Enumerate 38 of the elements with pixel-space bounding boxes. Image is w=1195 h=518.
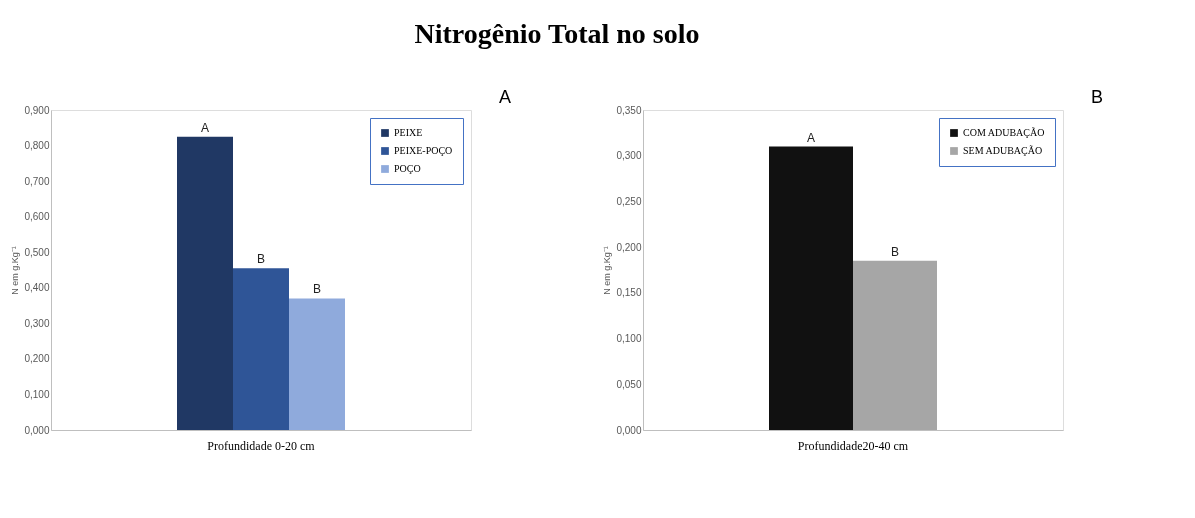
data-label: B — [890, 244, 900, 259]
y-tick-label: 0,600 — [24, 211, 50, 223]
y-tick-label: 0,100 — [616, 333, 642, 345]
y-tick-label: 0,250 — [616, 195, 642, 207]
legend-label: PEIXE-POÇO — [394, 145, 453, 156]
y-axis-title: N em g.Kg⁻¹ — [10, 246, 21, 295]
y-tick-label: 0,100 — [24, 388, 50, 400]
bar — [233, 268, 289, 430]
x-tick-label: Profundidade20-40 cm — [797, 438, 909, 453]
x-tick-label: Profundidade 0-20 cm — [207, 438, 316, 453]
y-tick-label: 0,200 — [24, 353, 50, 365]
bar — [289, 298, 345, 430]
y-tick-label: 0,900 — [24, 104, 50, 116]
y-tick-label: 0,000 — [616, 424, 642, 436]
y-tick-label: 0,400 — [24, 282, 50, 294]
legend-label: COM ADUBAÇÃO — [963, 127, 1045, 138]
y-axis-title: N em g.Kg⁻¹ — [602, 246, 613, 295]
y-tick-label: 0,800 — [24, 140, 50, 152]
legend-label: SEM ADUBAÇÃO — [963, 145, 1043, 156]
y-tick-label: 0,500 — [24, 246, 50, 258]
data-label: A — [200, 120, 210, 135]
data-label: B — [312, 282, 322, 297]
data-label: B — [256, 252, 266, 267]
legend-label: PEIXE — [394, 127, 423, 138]
text: B — [1090, 87, 1103, 107]
text: A — [498, 87, 511, 107]
y-tick-label: 0,200 — [616, 241, 642, 253]
legend-label: POÇO — [394, 163, 421, 174]
y-tick-label: 0,050 — [616, 378, 642, 390]
y-tick-label: 0,000 — [24, 424, 50, 436]
y-tick-label: 0,150 — [616, 287, 642, 299]
text: Nitrogênio Total no solo — [414, 17, 700, 49]
data-label: A — [806, 130, 816, 145]
y-tick-label: 0,350 — [616, 104, 642, 116]
y-tick-label: 0,300 — [616, 150, 642, 162]
y-tick-label: 0,300 — [24, 317, 50, 329]
bar — [177, 136, 233, 430]
y-tick-label: 0,700 — [24, 175, 50, 187]
